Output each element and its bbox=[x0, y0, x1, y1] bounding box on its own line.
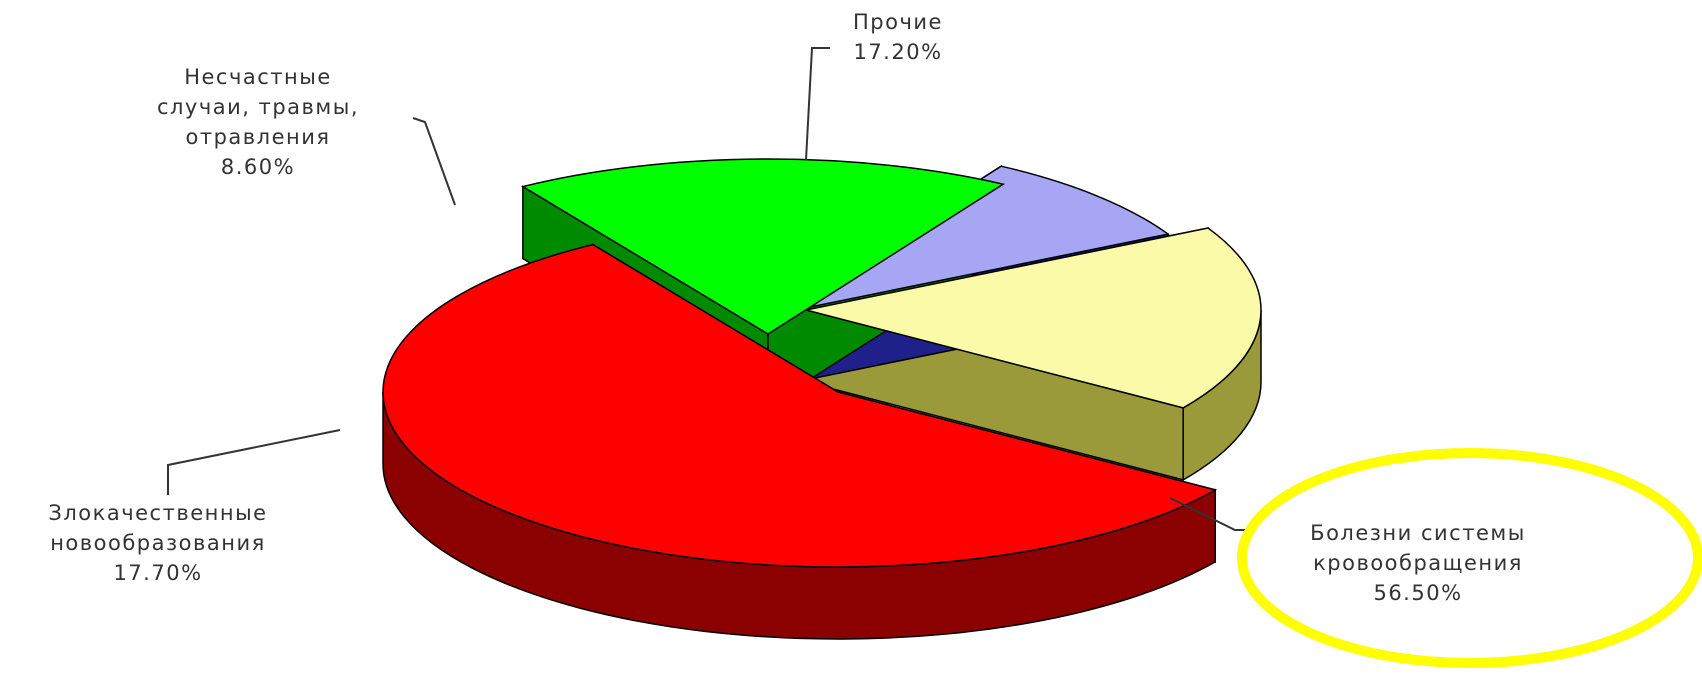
slice-circulatory-label: Болезни системы bbox=[1310, 521, 1526, 545]
slice-labels: Болезни системы кровообращения 56.50% Злока… bbox=[48, 10, 1526, 605]
leader-neoplasms bbox=[167, 429, 341, 495]
highlight-ellipse bbox=[1237, 448, 1702, 668]
slice-accidents bbox=[765, 165, 1170, 317]
slice-accidents-label: случаи, травмы, bbox=[157, 95, 359, 119]
slice-circulatory-value: 56.50% bbox=[1373, 581, 1462, 605]
leader-other bbox=[805, 47, 830, 161]
slice-neoplasms-label: Злокачественные bbox=[48, 501, 267, 525]
slice-accidents-value: 8.60% bbox=[221, 155, 295, 179]
slice-other-value: 17.20% bbox=[853, 40, 942, 64]
slice-neoplasms-value: 17.70% bbox=[113, 561, 202, 585]
leader-accidents bbox=[412, 117, 456, 206]
slice-other bbox=[805, 227, 1262, 409]
leader-lines bbox=[167, 47, 1250, 531]
slice-circulatory-label: кровообращения bbox=[1313, 551, 1523, 575]
pie-tops bbox=[382, 158, 1262, 568]
slice-neoplasms bbox=[520, 158, 1006, 335]
slice-circulatory bbox=[382, 243, 1218, 568]
slice-accidents-label: отравления bbox=[185, 125, 330, 149]
slice-accidents-label: Несчастные bbox=[184, 65, 332, 89]
slice-neoplasms-label: новообразования bbox=[50, 531, 266, 555]
slice-other-label: Прочие bbox=[853, 10, 943, 34]
